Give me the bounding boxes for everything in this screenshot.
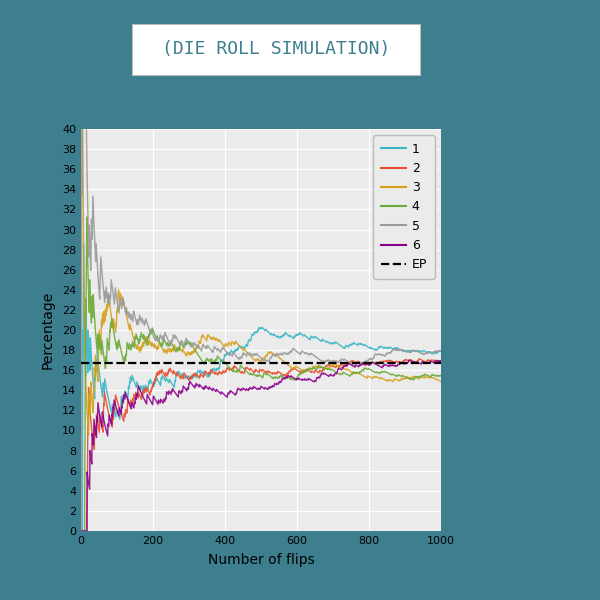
1 — [115, 412, 122, 419]
Line: 6: 6 — [82, 360, 441, 531]
6 — [406, 356, 413, 364]
3 — [85, 431, 92, 439]
4 — [78, 527, 85, 535]
6 — [115, 410, 122, 418]
1 — [224, 349, 231, 356]
1 — [365, 344, 372, 351]
4 — [437, 371, 445, 379]
Y-axis label: Percentage: Percentage — [41, 291, 55, 369]
2 — [365, 360, 372, 367]
3 — [359, 371, 366, 379]
3 — [224, 342, 231, 349]
EP — [77, 360, 85, 367]
3 — [365, 373, 372, 380]
5 — [78, 527, 85, 535]
Legend: 1, 2, 3, 4, 5, 6, EP: 1, 2, 3, 4, 5, 6, EP — [373, 135, 435, 279]
4 — [236, 364, 244, 371]
Line: 5: 5 — [82, 0, 441, 531]
5 — [325, 356, 332, 364]
4 — [325, 365, 332, 373]
2 — [358, 360, 365, 367]
Line: 4: 4 — [82, 217, 441, 531]
6 — [325, 373, 332, 380]
6 — [78, 527, 85, 535]
1 — [325, 339, 332, 346]
2 — [325, 362, 332, 369]
4 — [359, 367, 366, 374]
5 — [115, 305, 122, 313]
6 — [365, 361, 372, 368]
2 — [415, 355, 422, 362]
3 — [437, 377, 445, 385]
1 — [80, 240, 87, 247]
X-axis label: Number of flips: Number of flips — [208, 553, 314, 567]
5 — [236, 355, 244, 362]
3 — [115, 286, 122, 293]
4 — [224, 362, 231, 369]
Line: 1: 1 — [82, 244, 441, 531]
EP — [78, 360, 85, 367]
5 — [437, 347, 445, 355]
4 — [83, 214, 91, 221]
Line: 2: 2 — [82, 359, 441, 531]
Line: 3: 3 — [82, 0, 441, 435]
5 — [224, 349, 231, 356]
6 — [223, 394, 230, 401]
5 — [365, 356, 372, 364]
1 — [359, 341, 366, 348]
4 — [365, 365, 372, 373]
1 — [78, 527, 85, 535]
4 — [115, 344, 122, 351]
2 — [115, 401, 122, 408]
2 — [437, 358, 445, 365]
2 — [236, 368, 244, 375]
3 — [325, 365, 332, 373]
2 — [78, 527, 85, 535]
5 — [359, 360, 366, 367]
6 — [437, 358, 445, 365]
1 — [437, 347, 445, 355]
1 — [236, 343, 244, 350]
2 — [223, 366, 230, 373]
Text: (DIE ROLL SIMULATION): (DIE ROLL SIMULATION) — [162, 40, 390, 58]
6 — [236, 386, 244, 394]
6 — [358, 361, 365, 368]
3 — [236, 343, 244, 350]
